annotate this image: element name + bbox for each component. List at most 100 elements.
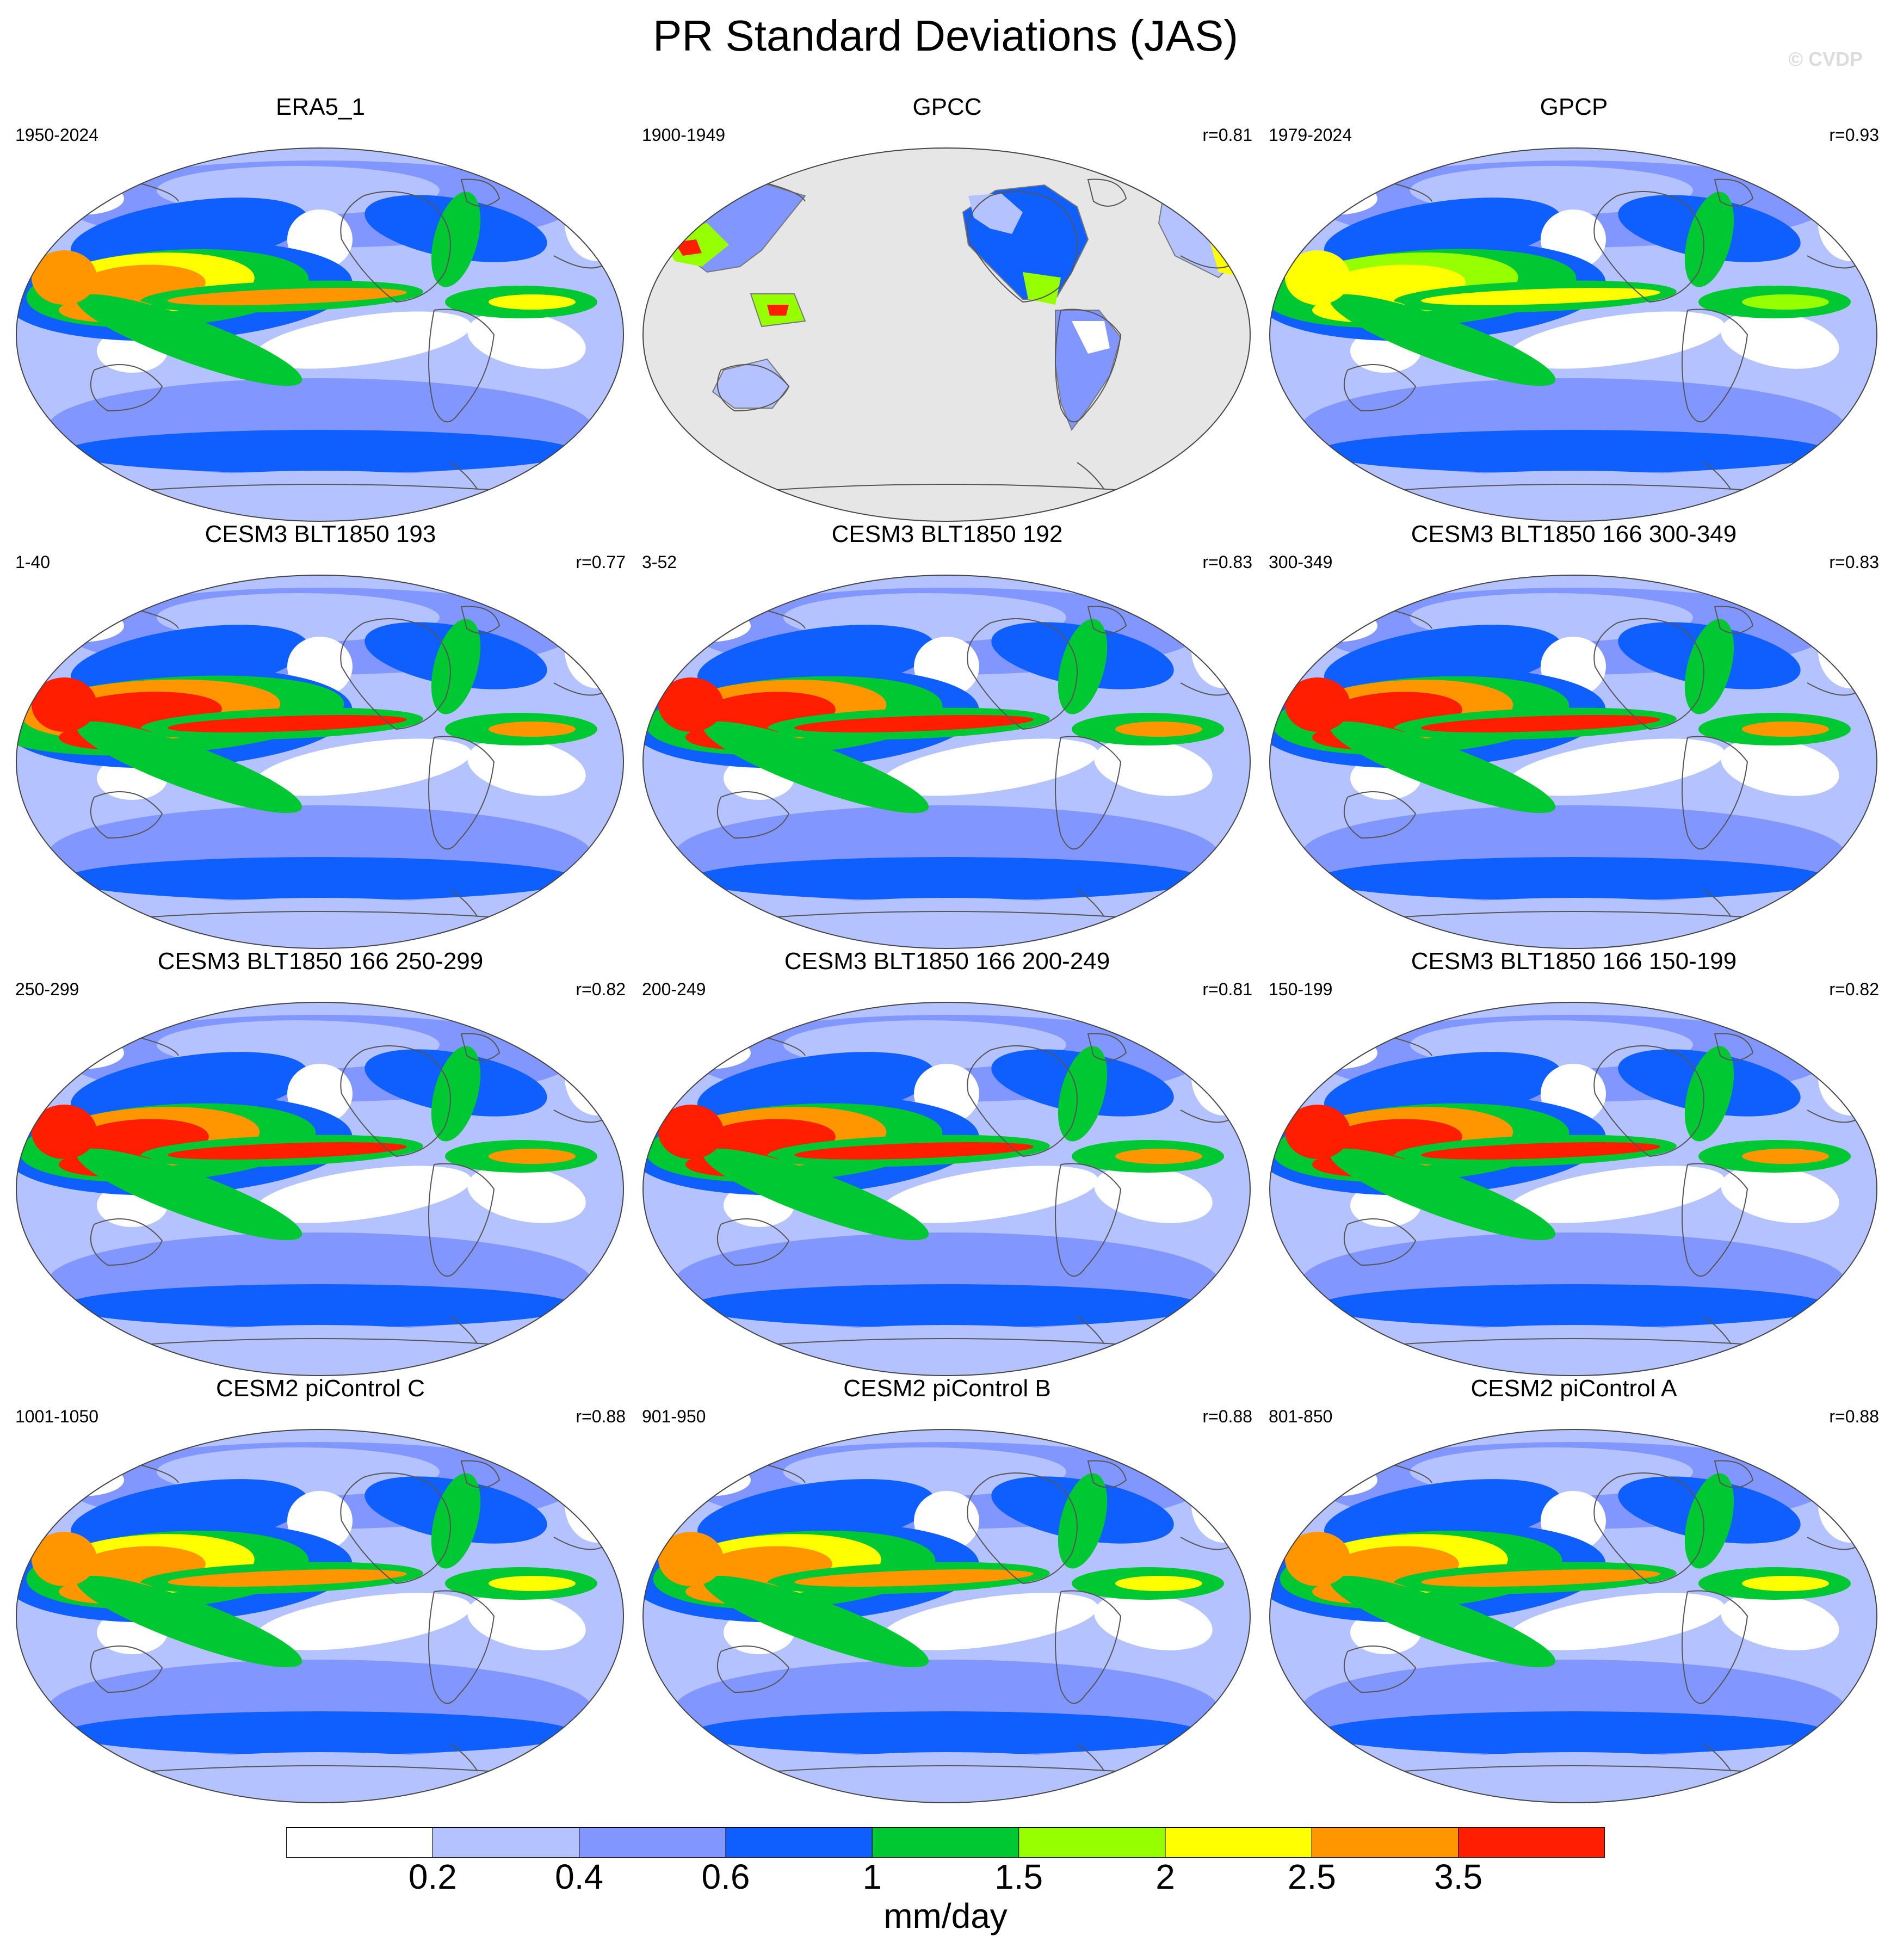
field-southern-storm-track <box>1318 430 1829 473</box>
field-southern-storm-track <box>64 857 576 901</box>
robinson-map <box>642 1002 1251 1376</box>
colorbar-swatch <box>725 1827 873 1858</box>
rain-south-pacific-band <box>1330 721 1556 813</box>
colorbar-tick-label: 2 <box>1155 1857 1175 1896</box>
field-antarctic <box>1377 1752 1769 1801</box>
field-southern-storm-track <box>1318 857 1829 901</box>
rain-gulf-stream <box>431 619 481 714</box>
coast-greenland <box>1087 1460 1127 1488</box>
panel-period: 1950-2024 <box>15 125 99 145</box>
coast-south-america <box>1682 736 1748 850</box>
panel-period: 1001-1050 <box>15 1407 99 1426</box>
rain-atlantic-core <box>1742 722 1829 737</box>
map-panel: ERA5_1 1950-2024 <box>8 93 633 522</box>
coast-north-america <box>967 1472 1078 1585</box>
coast-south-america <box>1055 1163 1122 1277</box>
robinson-map <box>1269 1429 1877 1803</box>
field-southern-storm-track <box>691 1284 1202 1328</box>
dry-south-atlantic <box>467 1593 586 1650</box>
panel-period: 300-349 <box>1269 552 1333 572</box>
coast-south-america <box>428 736 495 850</box>
dry-southeast-pacific <box>882 738 1098 796</box>
rain-indian-monsoon <box>658 1532 724 1586</box>
land-maritime-peak <box>767 305 789 316</box>
panel-correlation: r=0.83 <box>1202 552 1252 572</box>
field-antarctic <box>124 1752 516 1801</box>
coast-greenland <box>1087 178 1127 207</box>
land-australia <box>712 358 790 409</box>
dry-southeast-pacific <box>255 311 472 369</box>
map-field <box>16 575 623 948</box>
panel-correlation: r=0.81 <box>1202 125 1252 145</box>
coast-antarctic-peninsula <box>450 889 478 917</box>
colorbar-swatch <box>579 1827 726 1858</box>
coast-north-america <box>340 618 451 730</box>
field-antarctic <box>124 898 516 947</box>
map-field <box>643 575 1250 948</box>
rain-gulf-stream <box>1058 619 1108 714</box>
panel-title: CESM3 BLT1850 166 300-349 <box>1411 521 1737 547</box>
coast-north-america <box>967 1045 1078 1157</box>
panel-period: 200-249 <box>642 979 706 999</box>
dry-southeast-pacific <box>255 1166 472 1223</box>
dry-south-atlantic <box>1094 1593 1213 1650</box>
map-border <box>1269 1429 1877 1803</box>
coast-south-america <box>1682 309 1748 423</box>
field-southern-storm-track <box>691 857 1202 901</box>
field-antarctic <box>124 1325 516 1374</box>
rain-itcz-core <box>794 1569 1034 1587</box>
dry-southeast-pacific <box>255 738 472 796</box>
rain-atlantic-core <box>1742 294 1829 310</box>
panel-period: 150-199 <box>1269 979 1333 999</box>
colorbar-swatch <box>1165 1827 1312 1858</box>
panel-period: 3-52 <box>642 552 677 572</box>
map-panel: CESM3 BLT1850 166 250-299 250-299 r=0.82 <box>8 947 633 1376</box>
coast-antarctic-peninsula <box>1077 462 1105 490</box>
colorbar-tick-label: 0.4 <box>555 1857 604 1896</box>
robinson-map <box>642 1429 1251 1803</box>
coast-australia <box>90 791 163 839</box>
rain-itcz-core <box>1421 1142 1660 1160</box>
map-border <box>642 147 1251 522</box>
coast-north-america <box>1593 618 1704 730</box>
map-field <box>1270 148 1877 521</box>
panel-title: CESM3 BLT1850 166 200-249 <box>784 948 1110 975</box>
rain-indian-monsoon <box>32 677 97 732</box>
coast-north-america <box>340 1045 451 1157</box>
coast-antarctic-peninsula <box>450 462 478 490</box>
map-field <box>643 148 1250 521</box>
field-antarctic <box>1377 471 1769 520</box>
rain-gulf-stream <box>1684 619 1734 714</box>
dry-southeast-pacific <box>882 1166 1098 1223</box>
rain-itcz-core <box>794 715 1034 732</box>
missing-ocean <box>643 148 1250 521</box>
coast-greenland <box>1714 606 1754 634</box>
coast-north-america <box>340 191 451 303</box>
rain-atlantic-core <box>489 294 576 310</box>
coast-antarctic-peninsula <box>1077 1316 1105 1345</box>
rain-indian-monsoon <box>32 1532 97 1586</box>
watermark: © CVDP <box>1788 48 1863 70</box>
field-southern-storm-track <box>64 1284 576 1328</box>
colorbar-tick-label: 1.5 <box>994 1857 1043 1896</box>
rain-itcz-core <box>168 1142 407 1160</box>
field-southern-storm-track <box>64 1711 576 1755</box>
map-field <box>16 1429 623 1803</box>
coast-greenland <box>460 178 500 207</box>
colorbar-tick-label: 2.5 <box>1287 1857 1336 1896</box>
coast-australia <box>1343 1645 1417 1693</box>
dry-southeast-pacific <box>1509 1593 1725 1650</box>
coast-north-america <box>967 191 1078 303</box>
panel-title: CESM3 BLT1850 166 250-299 <box>157 948 484 975</box>
dry-southeast-pacific <box>882 1593 1098 1650</box>
coast-north-america <box>1593 1472 1704 1585</box>
coast-australia <box>716 791 790 839</box>
rain-atlantic-core <box>489 1149 576 1164</box>
dry-southeast-pacific <box>1509 311 1725 369</box>
rain-south-pacific-band <box>1330 294 1556 386</box>
field-antarctic <box>751 898 1142 947</box>
robinson-map <box>16 1429 624 1803</box>
map-panel: CESM3 BLT1850 166 150-199 150-199 r=0.82 <box>1261 947 1887 1376</box>
dry-southeast-pacific <box>255 1593 472 1650</box>
rain-gulf-stream <box>1058 1046 1108 1142</box>
